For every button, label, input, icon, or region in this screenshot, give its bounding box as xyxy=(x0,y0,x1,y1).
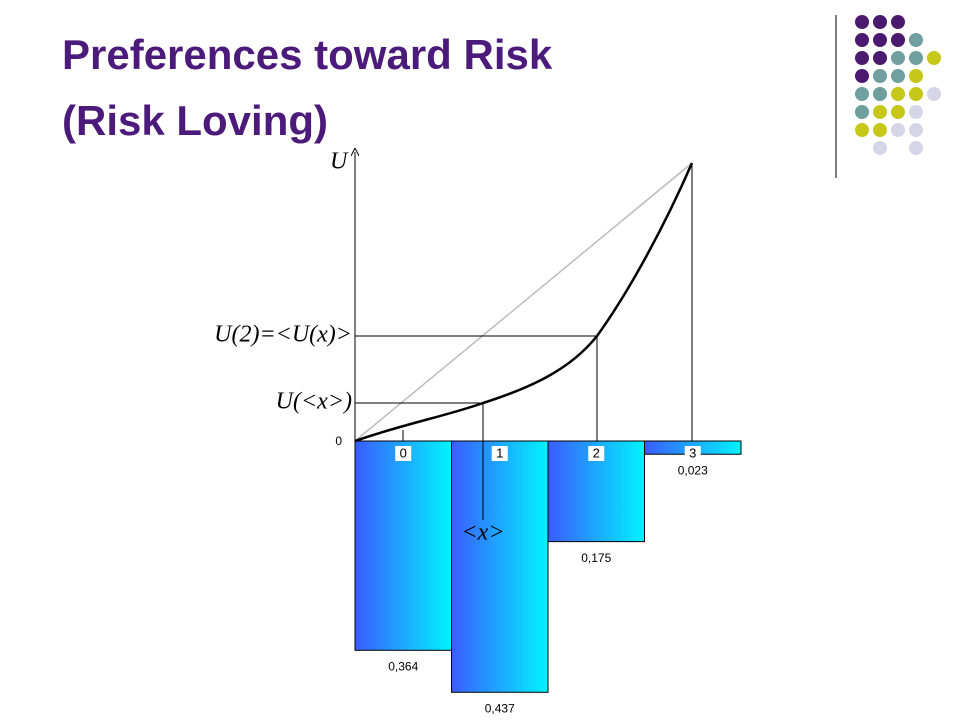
annotation: <x> xyxy=(461,520,504,546)
dot xyxy=(855,69,869,83)
category-label: 1 xyxy=(496,445,503,460)
bars: 0 0,364 1 0,437 2 0,175 3 0,023 xyxy=(354,440,742,715)
dot xyxy=(855,51,869,65)
dot xyxy=(891,123,905,137)
dot xyxy=(855,87,869,101)
bar xyxy=(547,440,645,543)
dot xyxy=(909,123,923,137)
dot xyxy=(855,15,869,29)
dot xyxy=(873,105,887,119)
category-label: 2 xyxy=(593,445,600,460)
value-label: 0,437 xyxy=(485,701,515,715)
dot xyxy=(873,15,887,29)
title: Preferences toward Risk xyxy=(62,31,553,78)
y-axis-label: U xyxy=(330,149,349,175)
dot xyxy=(873,69,887,83)
category-label: 3 xyxy=(689,445,696,460)
dot xyxy=(927,51,941,65)
bar xyxy=(354,440,452,651)
dot xyxy=(855,33,869,47)
annotation: U(<x>) xyxy=(276,389,352,415)
utility-curve xyxy=(354,162,694,443)
subtitle: (Risk Loving) xyxy=(62,97,329,144)
dot xyxy=(891,51,905,65)
label-box xyxy=(395,446,412,461)
dot xyxy=(891,69,905,83)
dot xyxy=(891,87,905,101)
dot xyxy=(855,105,869,119)
dot xyxy=(855,123,869,137)
dot xyxy=(909,69,923,83)
dot xyxy=(873,51,887,65)
bar xyxy=(451,440,549,693)
dot xyxy=(927,87,941,101)
dot xyxy=(909,141,923,155)
category-label: 0 xyxy=(400,445,407,460)
dot xyxy=(873,141,887,155)
annotation: U(2)=<U(x)> xyxy=(214,322,352,348)
dot xyxy=(909,87,923,101)
label-box xyxy=(491,446,508,461)
dot xyxy=(873,123,887,137)
dot xyxy=(873,33,887,47)
dot xyxy=(891,15,905,29)
dot xyxy=(909,105,923,119)
value-label: 0,175 xyxy=(581,551,611,565)
origin-label: 0 xyxy=(335,434,342,448)
dot xyxy=(909,33,923,47)
chord xyxy=(354,162,693,442)
label-box xyxy=(588,446,605,461)
dot xyxy=(909,51,923,65)
dot xyxy=(873,87,887,101)
dot xyxy=(891,105,905,119)
label-box xyxy=(684,446,701,461)
title-block: Preferences toward Risk (Risk Loving) xyxy=(62,22,552,154)
decoration xyxy=(855,15,941,155)
value-label: 0,023 xyxy=(678,463,708,477)
dot xyxy=(891,33,905,47)
value-label: 0,364 xyxy=(388,659,418,673)
